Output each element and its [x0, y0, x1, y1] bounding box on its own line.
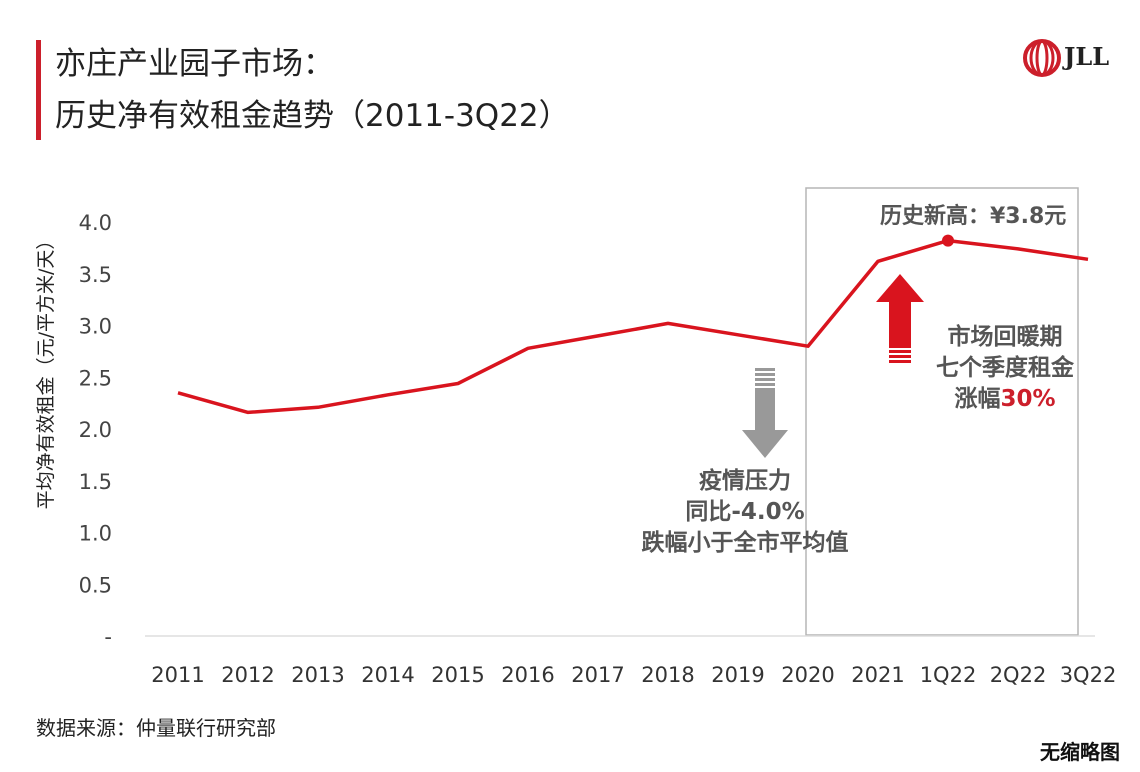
down-arrow-icon [742, 368, 788, 458]
y-tick-label: 1.5 [79, 470, 112, 494]
up-annotation-line-3: 涨幅30% [910, 384, 1100, 415]
down-annotation-line-2: 同比-4.0% [685, 499, 805, 525]
logo-text: JLL [1064, 42, 1110, 71]
title-line-1: 亦庄产业园子市场： [55, 46, 334, 82]
x-tick-label: 1Q22 [920, 663, 977, 687]
y-tick-label: 1.0 [79, 522, 112, 546]
title-accent-bar [36, 40, 41, 140]
y-tick-label: 2.5 [79, 366, 112, 390]
jll-logo-icon [1023, 39, 1061, 77]
peak-point [942, 234, 954, 247]
x-tick-label: 2018 [641, 663, 694, 687]
y-tick-label: 3.5 [79, 263, 112, 287]
y-axis-title: 平均净有效租金（元/平方米/天） [35, 231, 57, 510]
x-tick-label: 3Q22 [1060, 663, 1117, 687]
x-tick-label: 2011 [151, 663, 204, 687]
x-tick-label: 2017 [571, 663, 624, 687]
down-annotation: 疫情压力 同比-4.0% 跌幅小于全市平均值 [600, 466, 890, 559]
title-line-2: 历史净有效租金趋势（2011-3Q22） [55, 98, 570, 134]
x-tick-label: 2014 [361, 663, 414, 687]
footer-note: 无缩略图 [1040, 740, 1120, 764]
up-annotation-line-1: 市场回暖期 [947, 324, 1063, 350]
down-annotation-line-3: 跌幅小于全市平均值 [641, 530, 849, 556]
x-tick-label: 2013 [291, 663, 344, 687]
recovery-period-box [805, 187, 1079, 636]
x-tick-label: 2021 [851, 663, 904, 687]
jll-logo: JLL [1022, 38, 1122, 78]
up-annotation-pct: 30% [1000, 386, 1056, 412]
rent-series-line [177, 238, 1089, 415]
source-note: 数据来源：仲量联行研究部 [36, 716, 276, 740]
up-arrow-icon [876, 274, 924, 363]
up-annotation-line-2: 七个季度租金 [936, 355, 1074, 381]
up-annotation-prefix: 涨幅 [954, 386, 1001, 412]
down-annotation-line-1: 疫情压力 [699, 468, 791, 494]
y-tick-label: 3.0 [79, 315, 112, 339]
x-tick-label: 2015 [431, 663, 484, 687]
peak-annotation: 历史新高：¥3.8元 [880, 204, 1067, 229]
x-tick-label: 2Q22 [990, 663, 1047, 687]
y-tick-label: 0.5 [79, 573, 112, 597]
y-tick-label: - [104, 625, 112, 649]
x-tick-label: 2012 [221, 663, 274, 687]
x-tick-label: 2019 [711, 663, 764, 687]
y-tick-label: 2.0 [79, 418, 112, 442]
up-annotation: 市场回暖期 七个季度租金 涨幅30% [910, 322, 1100, 415]
page-title: 亦庄产业园子市场： 历史净有效租金趋势（2011-3Q22） [55, 38, 570, 142]
x-tick-label: 2020 [781, 663, 834, 687]
y-tick-label: 4.0 [79, 211, 112, 235]
x-tick-label: 2016 [501, 663, 554, 687]
